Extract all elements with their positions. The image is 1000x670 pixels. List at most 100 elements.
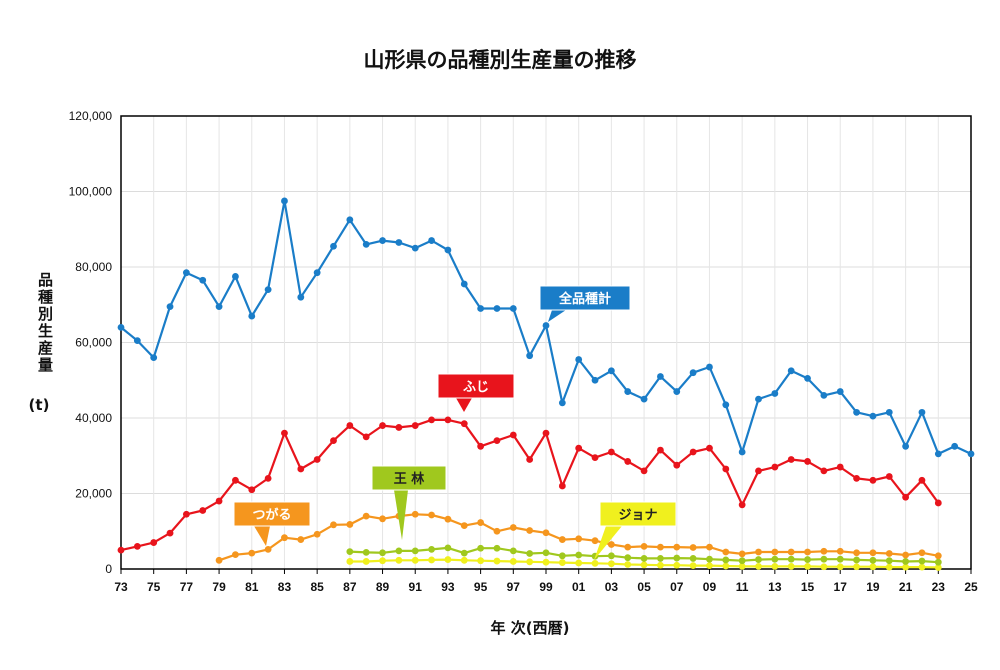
data-point bbox=[575, 535, 583, 543]
data-point bbox=[558, 552, 566, 560]
data-point bbox=[199, 276, 207, 284]
x-tick-label: 13 bbox=[768, 580, 782, 594]
data-point bbox=[199, 507, 207, 514]
data-point bbox=[869, 556, 877, 564]
data-point bbox=[346, 422, 354, 429]
plot-frame bbox=[120, 115, 972, 570]
data-point bbox=[934, 499, 942, 507]
data-point bbox=[313, 456, 321, 463]
data-point bbox=[444, 515, 452, 523]
data-point bbox=[918, 549, 926, 557]
data-point bbox=[885, 550, 893, 557]
data-point bbox=[657, 555, 664, 562]
data-point bbox=[444, 544, 452, 552]
data-point bbox=[738, 562, 746, 570]
data-point bbox=[330, 521, 337, 529]
data-point bbox=[150, 354, 158, 361]
data-point bbox=[281, 429, 288, 437]
data-point bbox=[477, 557, 485, 565]
data-point bbox=[820, 563, 828, 571]
data-point bbox=[362, 433, 370, 441]
data-point bbox=[706, 555, 713, 563]
data-point bbox=[264, 475, 272, 482]
data-point bbox=[624, 554, 632, 562]
callout-box bbox=[437, 373, 515, 399]
data-point bbox=[379, 549, 386, 557]
data-point bbox=[526, 456, 534, 463]
data-point bbox=[771, 390, 779, 397]
data-point bbox=[607, 448, 615, 456]
data-point bbox=[771, 555, 779, 563]
data-point bbox=[542, 322, 550, 329]
data-point bbox=[232, 476, 239, 484]
data-point bbox=[264, 286, 272, 294]
data-point bbox=[771, 463, 779, 471]
data-point bbox=[607, 367, 615, 375]
chart-title: 山形県の品種別生産量の推移 bbox=[363, 48, 637, 72]
data-point bbox=[836, 555, 844, 563]
data-point bbox=[395, 547, 403, 555]
x-tick-label: 17 bbox=[834, 580, 848, 594]
data-point bbox=[558, 399, 566, 407]
x-tick-label: 99 bbox=[539, 580, 553, 594]
data-point bbox=[820, 467, 828, 475]
data-point bbox=[330, 242, 337, 250]
data-point bbox=[166, 303, 174, 311]
data-point bbox=[673, 561, 681, 569]
data-point bbox=[591, 454, 599, 462]
x-tick-label: 01 bbox=[572, 580, 586, 594]
axes: 0 20,000 40,000 60,000 80,000 100,000 120,000 7… bbox=[69, 109, 978, 594]
callout-2: つがる bbox=[233, 501, 311, 546]
callout-pointer bbox=[394, 490, 408, 540]
series-4 bbox=[346, 556, 942, 571]
data-point bbox=[575, 551, 583, 559]
data-point bbox=[362, 512, 370, 520]
data-point bbox=[477, 305, 485, 312]
data-point bbox=[755, 556, 762, 563]
data-point bbox=[853, 563, 860, 571]
data-point bbox=[477, 442, 485, 450]
data-point bbox=[297, 293, 305, 301]
data-point bbox=[477, 544, 485, 552]
data-point bbox=[869, 412, 877, 420]
data-point bbox=[460, 522, 468, 529]
data-point bbox=[820, 391, 828, 399]
data-point bbox=[689, 562, 697, 570]
data-point bbox=[428, 511, 435, 519]
data-point bbox=[902, 551, 910, 559]
data-point bbox=[885, 563, 893, 571]
data-point bbox=[869, 476, 877, 484]
x-tick-label: 25 bbox=[964, 580, 978, 594]
data-point bbox=[657, 373, 664, 380]
data-point bbox=[526, 527, 534, 534]
data-point bbox=[689, 544, 697, 551]
callout-box bbox=[233, 501, 311, 527]
data-point bbox=[542, 429, 550, 437]
data-point bbox=[624, 561, 632, 568]
data-point bbox=[346, 558, 354, 565]
data-point bbox=[755, 467, 762, 475]
data-point bbox=[804, 374, 811, 382]
data-point bbox=[215, 556, 223, 564]
data-point bbox=[591, 559, 599, 567]
data-point bbox=[395, 556, 403, 564]
data-point bbox=[934, 450, 942, 458]
data-point bbox=[477, 519, 485, 526]
x-tick-label: 21 bbox=[899, 580, 913, 594]
callout-label: 王 林 bbox=[394, 471, 425, 487]
data-point bbox=[787, 555, 795, 563]
data-point bbox=[411, 547, 419, 555]
data-point bbox=[232, 273, 239, 280]
data-point bbox=[215, 497, 223, 505]
series-3 bbox=[346, 544, 942, 566]
data-point bbox=[362, 558, 370, 565]
data-point bbox=[787, 456, 795, 463]
data-point bbox=[411, 244, 419, 252]
data-point bbox=[509, 558, 517, 565]
callout-4: ジョナ bbox=[594, 501, 677, 560]
data-point bbox=[558, 482, 566, 490]
data-point bbox=[248, 549, 256, 557]
data-point bbox=[853, 549, 860, 557]
data-point bbox=[722, 556, 730, 564]
